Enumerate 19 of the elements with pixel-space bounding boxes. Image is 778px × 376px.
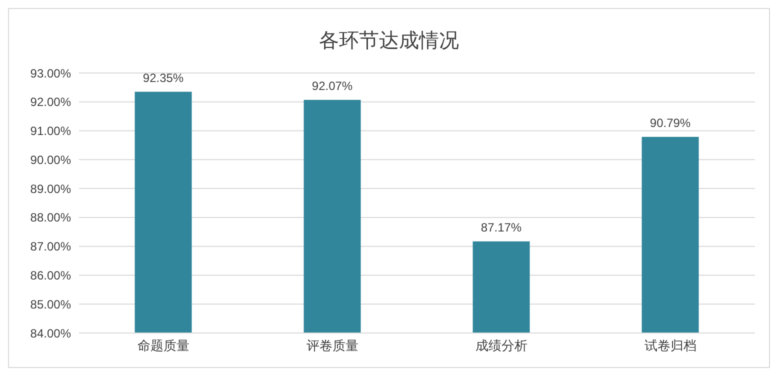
y-tick-label: 90.00% bbox=[30, 152, 72, 167]
x-tick-label: 成绩分析 bbox=[476, 338, 528, 354]
y-tick-label: 85.00% bbox=[30, 297, 72, 312]
data-label: 87.17% bbox=[480, 220, 522, 234]
y-tick-label: 89.00% bbox=[30, 182, 72, 196]
chart-title: 各环节达成情况 bbox=[318, 29, 460, 54]
x-tick-label: 命题质量 bbox=[138, 338, 190, 354]
y-tick-label: 87.00% bbox=[30, 240, 72, 254]
y-tick-label: 92.00% bbox=[30, 95, 72, 110]
x-tick-label: 试卷归档 bbox=[644, 338, 696, 354]
y-tick-label: 84.00% bbox=[30, 326, 72, 340]
x-tick-label: 评卷质量 bbox=[306, 338, 358, 354]
data-label: 92.35% bbox=[142, 70, 184, 85]
y-tick-label: 93.00% bbox=[30, 66, 72, 80]
y-tick-label: 91.00% bbox=[30, 124, 72, 138]
data-label: 90.79% bbox=[650, 116, 691, 130]
data-label: 92.07% bbox=[312, 78, 353, 93]
y-tick-label: 88.00% bbox=[30, 210, 72, 225]
y-tick-label: 86.00% bbox=[30, 268, 72, 282]
